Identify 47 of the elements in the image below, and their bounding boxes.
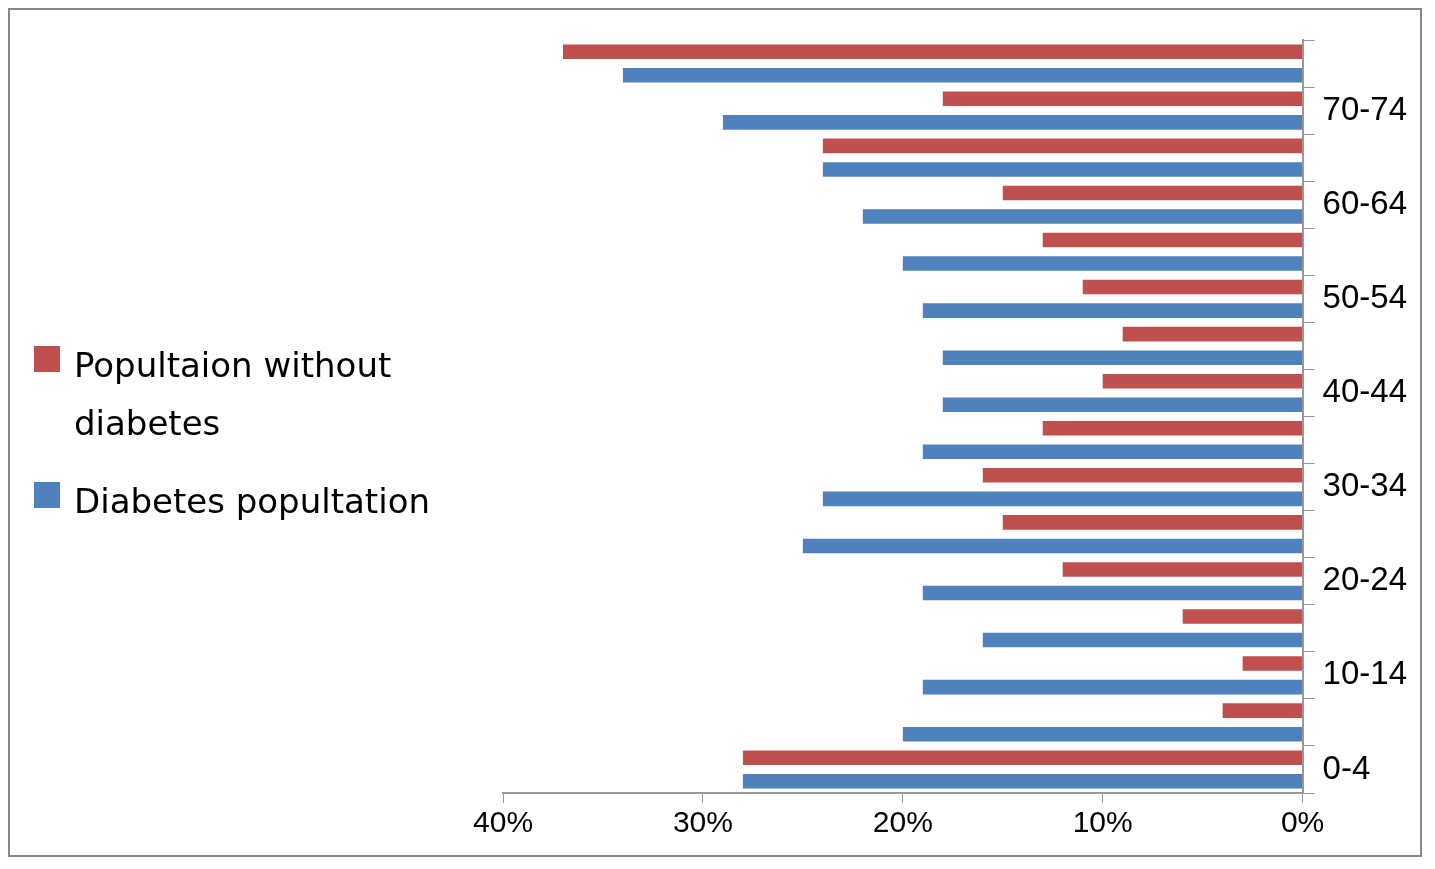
bar [922, 585, 1303, 601]
bar [1002, 185, 1303, 201]
y-tick-label: 10-14 [1322, 654, 1407, 692]
bar [1042, 232, 1303, 248]
bar [922, 679, 1303, 695]
y-tick-label: 20-24 [1322, 560, 1407, 598]
bar [742, 750, 1303, 765]
bar [1122, 326, 1303, 342]
legend-label: Popultaion without diabetes [74, 343, 393, 445]
y-tick-label: 30-34 [1322, 466, 1407, 504]
bar [1222, 703, 1303, 718]
bar [822, 162, 1303, 177]
bar [722, 115, 1303, 130]
bar [942, 397, 1303, 413]
bar [922, 303, 1303, 318]
y-tick-label: 70-74 [1322, 89, 1407, 127]
bar [1082, 279, 1303, 295]
bar [942, 91, 1303, 107]
bar [1002, 515, 1303, 530]
bar [1062, 562, 1303, 577]
bar [902, 256, 1303, 271]
x-tick-label: 30% [672, 805, 733, 839]
x-tick-label: 20% [872, 805, 933, 839]
legend-label: Diabetes popultation [74, 479, 430, 523]
bar [1182, 609, 1303, 624]
x-tick-label: 10% [1072, 805, 1133, 839]
bar [822, 491, 1303, 507]
bar [562, 44, 1303, 60]
bar [742, 773, 1303, 789]
bar [802, 538, 1303, 554]
y-tick-label: 50-54 [1322, 277, 1407, 315]
bar [1242, 656, 1303, 671]
y-tick-label: 0-4 [1322, 748, 1371, 786]
bar [822, 138, 1303, 154]
y-tick-label: 60-64 [1322, 183, 1407, 221]
bar [902, 726, 1303, 742]
bar [922, 444, 1303, 460]
bar [982, 468, 1303, 483]
x-tick-label: 0% [1280, 805, 1325, 839]
bar [1102, 373, 1303, 389]
bar [862, 209, 1303, 224]
bar [982, 632, 1303, 648]
bar [942, 350, 1303, 365]
bar [622, 68, 1303, 83]
y-tick-label: 40-44 [1322, 372, 1407, 410]
x-tick-label: 40% [473, 805, 534, 839]
bar [1042, 420, 1303, 436]
